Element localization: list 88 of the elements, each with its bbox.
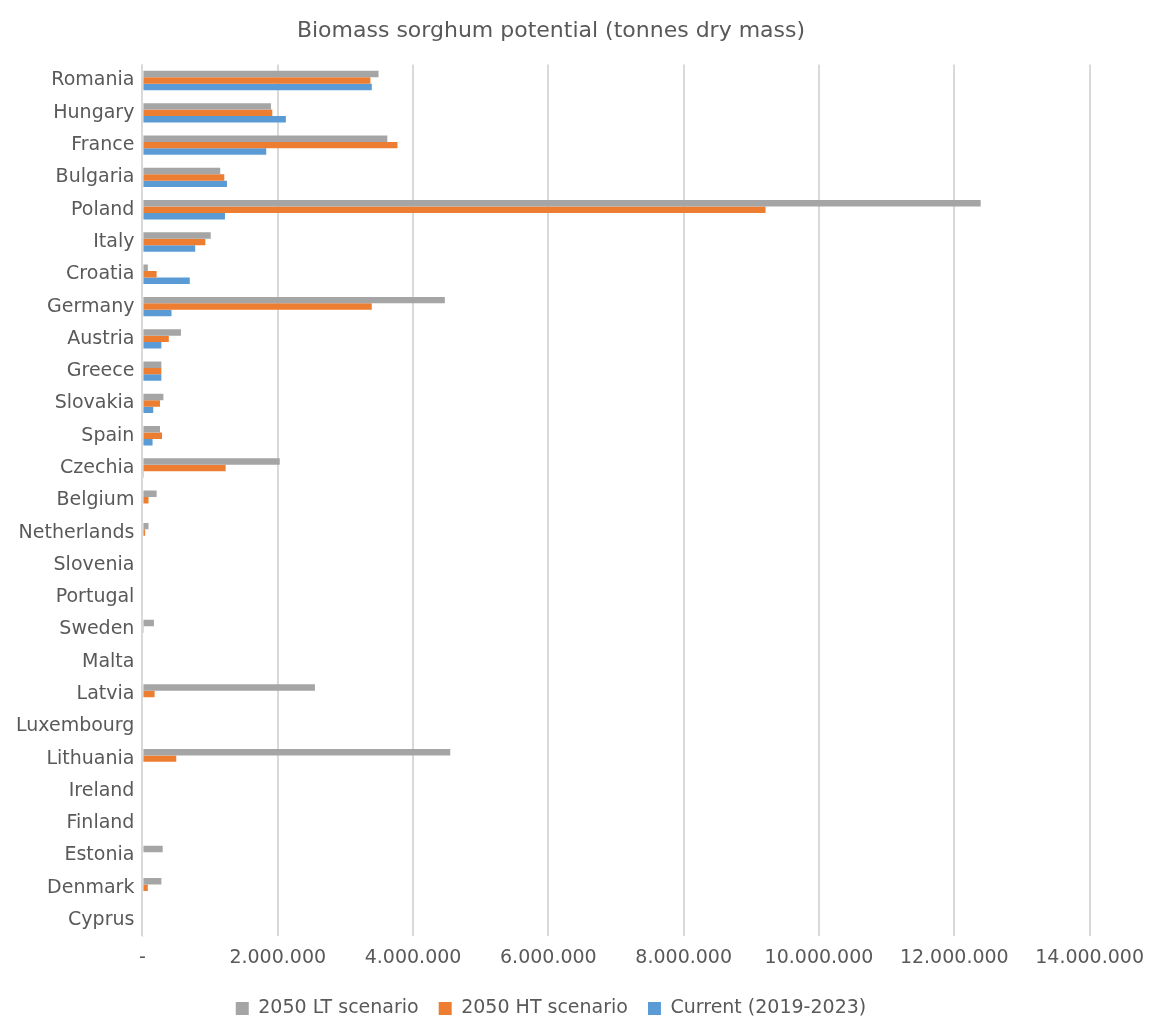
y-tick-label: Romania [51, 67, 135, 90]
bar [143, 329, 181, 336]
y-tick-label: Belgium [56, 487, 135, 510]
y-tick-label: Luxembourg [15, 713, 135, 736]
bar [143, 141, 398, 149]
y-tick-label: Austria [67, 325, 135, 348]
y-tick-label: Spain [81, 422, 135, 445]
bar [143, 845, 163, 853]
bar [143, 264, 148, 272]
bar [143, 180, 227, 188]
y-tick-label: Hungary [53, 99, 135, 122]
y-tick-label: Finland [66, 810, 135, 833]
bar [143, 497, 149, 504]
bar [143, 684, 315, 691]
bar [143, 296, 445, 304]
bar [143, 367, 162, 375]
bar [143, 690, 155, 698]
bar [143, 406, 154, 414]
bar [143, 103, 271, 110]
bar [143, 464, 226, 472]
legend-label: 2050 LT scenario [258, 995, 419, 1018]
bar [143, 309, 172, 317]
y-tick-label: Ireland [68, 777, 135, 800]
y-tick-label: Cyprus [68, 906, 135, 929]
x-tick-label: 2.000.000 [229, 944, 327, 967]
bar [143, 432, 163, 439]
y-tick-label: Croatia [66, 261, 135, 284]
x-tick-label: 6.000.000 [500, 944, 597, 967]
y-tick-label: France [71, 132, 135, 155]
bar [143, 148, 267, 155]
bar [143, 174, 225, 181]
bar [143, 400, 161, 407]
bar [143, 167, 221, 175]
bar [143, 70, 379, 78]
x-tick-label: 10.000.000 [764, 944, 874, 967]
y-tick-label: Italy [93, 228, 135, 251]
bar [143, 335, 169, 343]
bar [143, 238, 206, 246]
bar [143, 232, 211, 239]
x-tick-label: 12.000.000 [899, 944, 1009, 967]
bar [143, 83, 372, 91]
bar [143, 303, 372, 310]
y-tick-label: Czechia [60, 454, 135, 477]
bar [143, 277, 190, 284]
bar [143, 245, 196, 252]
bar [143, 748, 451, 756]
y-tick-label: Greece [66, 358, 135, 381]
y-tick-label: Poland [70, 196, 135, 219]
y-tick-label: Portugal [55, 584, 135, 607]
bar [143, 619, 154, 627]
legend-label: Current (2019-2023) [670, 995, 867, 1018]
y-tick-label: Denmark [47, 874, 135, 897]
chart-title: Biomass sorghum potential (tonnes dry mass) [296, 16, 806, 42]
bar [143, 135, 388, 142]
bar [143, 490, 157, 498]
y-tick-label: Netherlands [18, 519, 135, 542]
bar [143, 374, 162, 381]
y-tick-label: Slovakia [54, 390, 135, 413]
bar [143, 212, 225, 220]
legend-label: 2050 HT scenario [461, 995, 628, 1018]
bar [143, 77, 371, 84]
bar [143, 342, 162, 349]
x-tick-label: 4.000.000 [364, 944, 462, 967]
y-tick-label: Slovenia [53, 551, 135, 574]
bar [143, 206, 766, 213]
y-tick-label: Lithuania [46, 745, 135, 768]
bar [143, 109, 273, 117]
y-tick-label: Sweden [59, 616, 135, 639]
x-tick-label: 14.000.000 [1035, 944, 1145, 967]
y-tick-label: Latvia [76, 680, 135, 703]
bar [143, 755, 177, 762]
bar [143, 458, 280, 465]
bar [143, 426, 161, 433]
bar [143, 200, 981, 207]
y-tick-label: Estonia [64, 842, 135, 865]
bar [143, 361, 162, 368]
bar [143, 522, 149, 530]
y-tick-label: Germany [47, 293, 135, 316]
bar [143, 884, 148, 891]
y-tick-label: Malta [81, 648, 135, 671]
x-tick-label: - [138, 944, 146, 967]
bar [143, 393, 164, 401]
bar [143, 878, 162, 885]
bar [143, 116, 286, 123]
bar [143, 271, 157, 278]
bar [143, 438, 153, 446]
y-tick-label: Bulgaria [55, 164, 135, 187]
x-tick-label: 8.000.000 [635, 944, 733, 967]
